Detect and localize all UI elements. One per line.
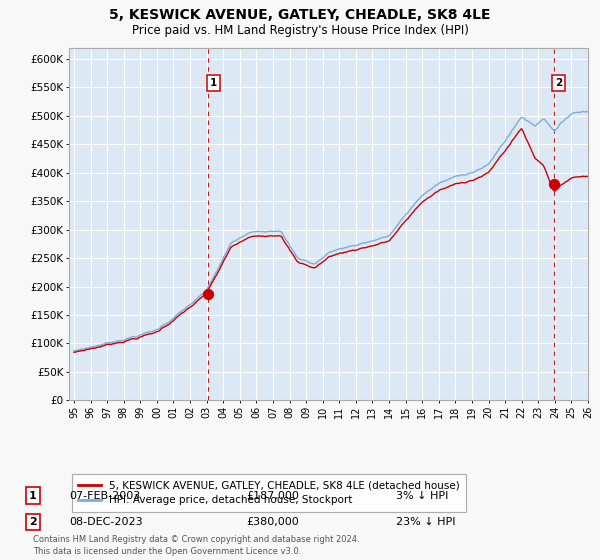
Text: 5, KESWICK AVENUE, GATLEY, CHEADLE, SK8 4LE: 5, KESWICK AVENUE, GATLEY, CHEADLE, SK8 … [109, 8, 491, 22]
Text: £380,000: £380,000 [246, 517, 299, 527]
Text: 3% ↓ HPI: 3% ↓ HPI [396, 491, 448, 501]
Text: 23% ↓ HPI: 23% ↓ HPI [396, 517, 455, 527]
Text: 1: 1 [29, 491, 37, 501]
Point [549, 180, 559, 189]
Text: 2: 2 [29, 517, 37, 527]
Text: 07-FEB-2003: 07-FEB-2003 [69, 491, 140, 501]
Text: 1: 1 [209, 78, 217, 88]
Text: 08-DEC-2023: 08-DEC-2023 [69, 517, 143, 527]
Text: 2: 2 [555, 78, 562, 88]
Point [203, 290, 213, 298]
Text: Contains HM Land Registry data © Crown copyright and database right 2024.
This d: Contains HM Land Registry data © Crown c… [33, 535, 359, 556]
Legend: 5, KESWICK AVENUE, GATLEY, CHEADLE, SK8 4LE (detached house), HPI: Average price: 5, KESWICK AVENUE, GATLEY, CHEADLE, SK8 … [71, 474, 466, 512]
Text: £187,000: £187,000 [246, 491, 299, 501]
Text: Price paid vs. HM Land Registry's House Price Index (HPI): Price paid vs. HM Land Registry's House … [131, 24, 469, 36]
